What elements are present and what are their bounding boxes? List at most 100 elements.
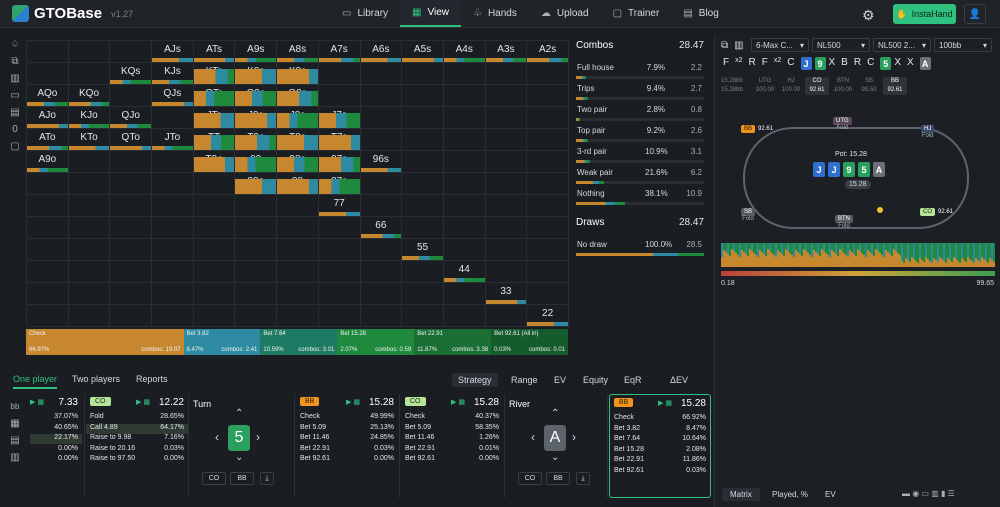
combo-row[interactable]: Nothing 38.1% 10.9 bbox=[576, 186, 704, 207]
hand-cell[interactable]: KJs bbox=[152, 63, 194, 85]
seq-action[interactable]: F bbox=[723, 57, 730, 68]
hand-cell[interactable]: JTo bbox=[152, 129, 194, 151]
book-icon[interactable]: ▥ bbox=[734, 40, 744, 51]
panel-row[interactable]: 40.65% bbox=[30, 424, 82, 434]
logo[interactable]: GTOBase v1.27 bbox=[12, 5, 133, 22]
panel-row[interactable]: 0.00% bbox=[30, 455, 82, 465]
panel-row[interactable]: Bet 92.61 0.00% bbox=[401, 455, 503, 465]
panel-row[interactable]: 22.17% bbox=[30, 434, 82, 444]
hand-cell[interactable]: Q9s bbox=[235, 85, 278, 107]
stake2-select[interactable]: NL500 2... ▾ bbox=[873, 38, 931, 52]
seat-co[interactable]: CO 92.61 bbox=[920, 208, 953, 216]
view-icons[interactable]: ▬ ◉ ▭ ▥ ▮ ☰ bbox=[902, 489, 955, 498]
stack-col[interactable]: UTG 100.00 bbox=[753, 77, 777, 95]
seq-action[interactable]: C bbox=[787, 57, 795, 68]
strategy-panel[interactable]: ▶ ▦ 7.33 37.07% 40.65% 22.17% 0.00% 0.00% bbox=[30, 394, 82, 498]
seat-sb[interactable]: SB Fold bbox=[741, 208, 756, 222]
book-icon[interactable]: ▥ bbox=[10, 452, 20, 463]
play-icon[interactable]: ▶ ▦ bbox=[346, 399, 360, 406]
panel-row[interactable]: Raise to 97.50 0.00% bbox=[86, 455, 188, 465]
chevron-right-icon[interactable]: › bbox=[256, 430, 260, 444]
tab-range[interactable]: Range bbox=[511, 375, 538, 385]
stack-col[interactable]: BTN 100.00 bbox=[831, 77, 855, 95]
seq-action[interactable]: R bbox=[748, 57, 756, 68]
hand-cell[interactable]: J9s bbox=[235, 107, 278, 129]
strategy-segment[interactable]: Check 66.97% combos: 19.07 bbox=[26, 329, 184, 355]
spade-icon[interactable]: ♤ bbox=[10, 39, 20, 50]
tab-eqr[interactable]: EqR bbox=[624, 375, 642, 385]
seq-action[interactable]: X bbox=[894, 57, 901, 68]
hand-cell[interactable]: 77 bbox=[318, 195, 361, 217]
hand-cell[interactable]: QTo bbox=[110, 129, 153, 151]
range-heatmap[interactable] bbox=[721, 243, 995, 271]
doc-icon[interactable]: ▤ bbox=[10, 435, 20, 446]
hand-cell[interactable]: 97s bbox=[318, 151, 361, 173]
street-card[interactable]: A bbox=[544, 425, 566, 451]
panel-row[interactable]: Check 40.37% bbox=[401, 413, 503, 423]
tray-icon[interactable]: ▤ bbox=[10, 107, 20, 118]
hand-cell[interactable]: AQo bbox=[27, 85, 69, 107]
strategy-segment[interactable]: Bet 7.64 10.59% combos: 3.01 bbox=[260, 329, 338, 355]
panel-row[interactable]: Call 4.89 64.17% bbox=[86, 423, 188, 434]
stack-col[interactable]: BB 92.61 bbox=[883, 77, 907, 95]
format-select[interactable]: 6-Max C... ▾ bbox=[751, 38, 809, 52]
chevron-right-icon[interactable]: › bbox=[572, 430, 576, 444]
play-icon[interactable]: ▶ ▦ bbox=[658, 400, 672, 407]
chat-icon[interactable]: ▢ bbox=[10, 141, 20, 152]
panel-row[interactable]: Bet 22.91 11.86% bbox=[610, 456, 710, 466]
street-card[interactable]: 5 bbox=[228, 425, 250, 451]
seat-utg[interactable]: UTG Fold bbox=[833, 117, 852, 131]
strategy-segment[interactable]: Bet 15.28 2.07% combos: 0.59 bbox=[337, 329, 415, 355]
hand-cell[interactable]: A2s bbox=[527, 41, 569, 63]
panel-row[interactable]: Bet 11.46 24.85% bbox=[296, 434, 398, 444]
nav-trainer[interactable]: ▢ Trainer bbox=[601, 0, 672, 27]
hand-cell[interactable]: A3s bbox=[485, 41, 528, 63]
zero-icon[interactable]: 0 bbox=[12, 124, 18, 135]
download-icon[interactable]: ⤓ bbox=[576, 472, 590, 485]
tab-equity[interactable]: Equity bbox=[583, 375, 609, 385]
hand-cell[interactable]: J8s bbox=[277, 107, 319, 129]
tab-two-players[interactable]: Two players bbox=[72, 374, 121, 384]
depth-select[interactable]: 100bb ▾ bbox=[934, 38, 992, 52]
strategy-panel[interactable]: CO ▶ ▦ 12.22 Fold 28.65% Call 4.89 64.17% Raise… bbox=[86, 394, 188, 498]
hand-cell[interactable]: QJs bbox=[152, 85, 194, 107]
hand-cell[interactable]: K9s bbox=[235, 63, 278, 85]
panel-row[interactable]: Check 66.92% bbox=[610, 414, 710, 424]
strategy-panel[interactable]: BB ▶ ▦ 15.28 Check 49.99% Bet 5.09 25.13% Bet 1… bbox=[296, 394, 398, 498]
tab-ev[interactable]: EV bbox=[554, 375, 567, 385]
copy-icon[interactable]: ⧉ bbox=[11, 56, 19, 67]
panel-row[interactable]: Bet 22.91 0.03% bbox=[296, 445, 398, 455]
hand-cell[interactable]: J7s bbox=[318, 107, 361, 129]
street-pos-button[interactable]: BB bbox=[546, 472, 570, 485]
hand-cell[interactable]: QTs bbox=[193, 85, 236, 107]
hand-cell[interactable]: A9s bbox=[235, 41, 278, 63]
strategy-panel[interactable]: CO ▶ ▦ 15.28 Check 40.37% Bet 5.09 58.35% Bet 1… bbox=[401, 394, 503, 498]
street-pos-button[interactable]: CO bbox=[518, 472, 542, 485]
nav-view[interactable]: ▦ View bbox=[400, 0, 461, 27]
hand-cell[interactable]: AJs bbox=[152, 41, 194, 63]
hand-cell[interactable]: A7s bbox=[318, 41, 361, 63]
hand-cell[interactable]: KTs bbox=[193, 63, 236, 85]
panel-row[interactable]: Check 49.99% bbox=[296, 413, 398, 423]
street-pos-button[interactable]: CO bbox=[202, 472, 226, 485]
hand-cell[interactable]: ATo bbox=[27, 129, 69, 151]
street-pos-button[interactable]: BB bbox=[230, 472, 254, 485]
hand-cell[interactable]: Q8s bbox=[277, 85, 319, 107]
hand-cell[interactable]: 44 bbox=[443, 261, 486, 283]
copy-icon[interactable]: ⧉ bbox=[721, 40, 729, 51]
panel-row[interactable]: Fold 28.65% bbox=[86, 413, 188, 423]
hand-cell[interactable]: T8s bbox=[277, 129, 319, 151]
hand-cell[interactable]: 99 bbox=[235, 151, 278, 173]
hand-cell[interactable]: A9o bbox=[27, 151, 69, 173]
combo-row[interactable]: No draw 100.0% 28.5 bbox=[576, 237, 704, 258]
chevron-down-icon[interactable]: ⌄ bbox=[551, 452, 560, 463]
hand-cell[interactable]: A8s bbox=[277, 41, 319, 63]
play-icon[interactable]: ▶ ▦ bbox=[451, 399, 465, 406]
seq-action[interactable]: X bbox=[828, 57, 836, 68]
seq-action[interactable]: B bbox=[841, 57, 848, 68]
nav-blog[interactable]: ▤ Blog bbox=[671, 0, 730, 27]
nav-library[interactable]: ▭ Library bbox=[330, 0, 400, 27]
panel-row[interactable]: Bet 11.46 1.26% bbox=[401, 434, 503, 444]
panel-row[interactable]: Bet 3.82 8.47% bbox=[610, 425, 710, 435]
hand-cell[interactable]: 96s bbox=[360, 151, 403, 173]
